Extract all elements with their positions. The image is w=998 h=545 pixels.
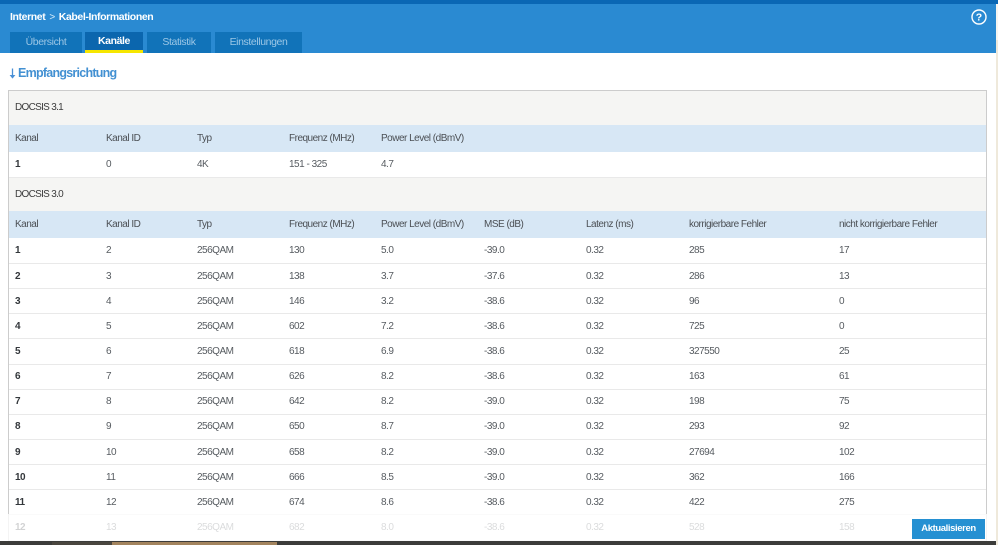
svg-text:?: ?: [976, 12, 982, 24]
